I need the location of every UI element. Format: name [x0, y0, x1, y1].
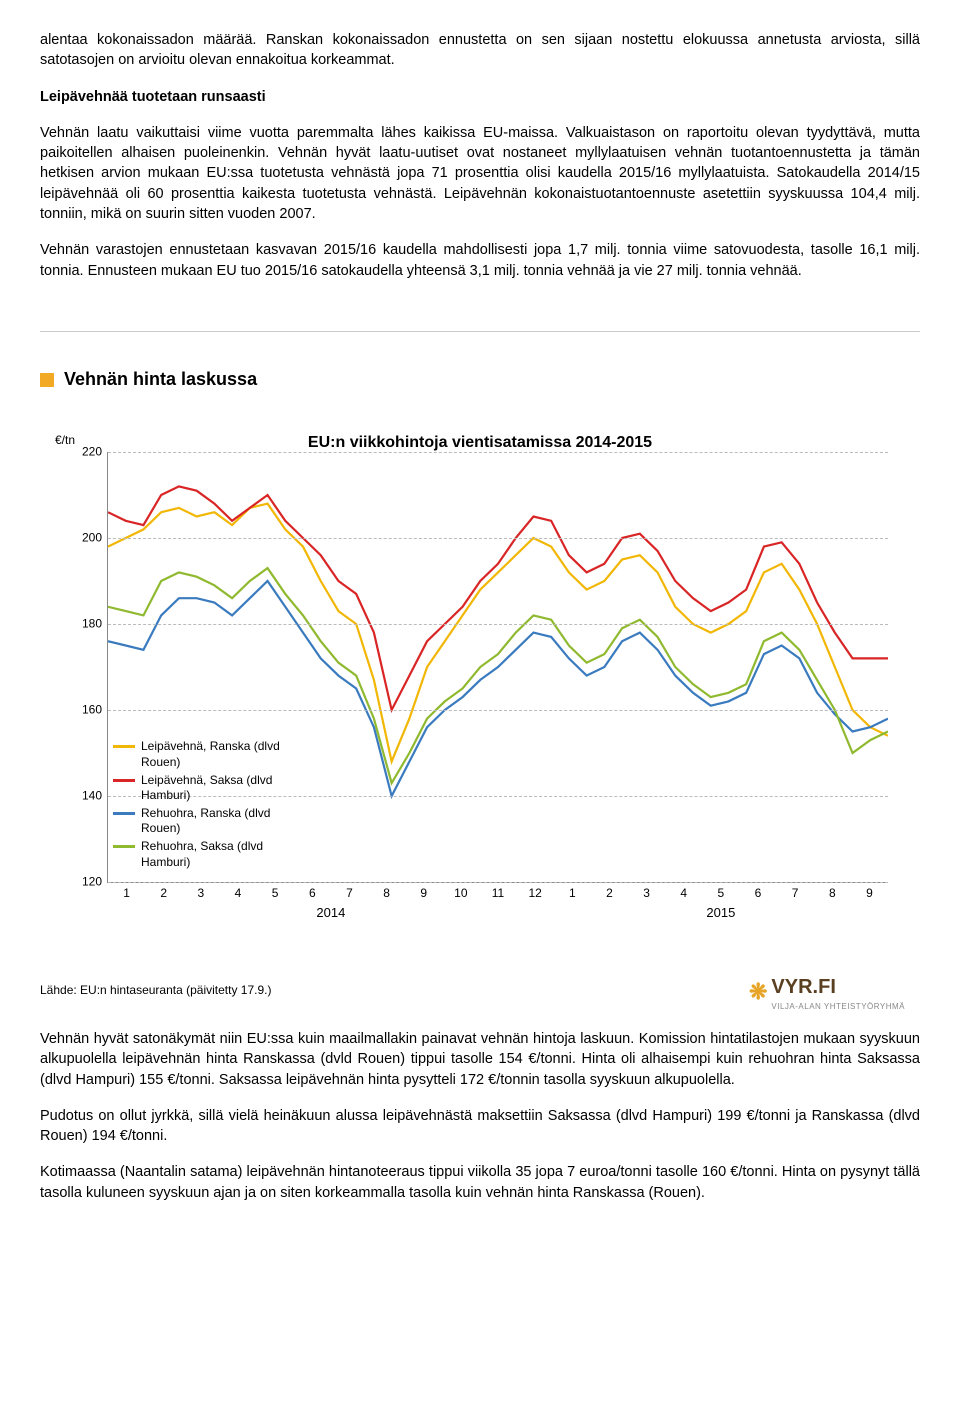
x-tick: 8	[829, 885, 836, 902]
paragraph-5: Vehnän hyvät satonäkymät niin EU:ssa kui…	[40, 1029, 920, 1090]
legend-label: Leipävehnä, Saksa (dlvd Hamburi)	[141, 773, 311, 804]
legend-swatch	[113, 845, 135, 848]
x-tick: 2	[160, 885, 167, 902]
x-tick: 4	[680, 885, 687, 902]
x-tick: 11	[492, 885, 504, 902]
logo-subtitle: VILJA-ALAN YHTEISTYÖRYHMÄ	[771, 1001, 905, 1012]
x-tick: 5	[272, 885, 279, 902]
paragraph-1: alentaa kokonaissadon määrää. Ranskan ko…	[40, 30, 920, 71]
y-tick: 220	[68, 444, 102, 461]
x-tick: 1	[569, 885, 576, 902]
paragraph-6: Pudotus on ollut jyrkkä, sillä vielä hei…	[40, 1106, 920, 1147]
x-tick: 5	[718, 885, 725, 902]
x-tick: 9	[420, 885, 427, 902]
section-heading: Vehnän hinta laskussa	[40, 367, 920, 392]
logo-text: VYR.FI	[771, 973, 905, 1001]
x-tick: 9	[866, 885, 873, 902]
x-tick: 7	[346, 885, 353, 902]
x-tick: 1	[123, 885, 130, 902]
legend-swatch	[113, 779, 135, 782]
subheading-leipavehna: Leipävehnää tuotetaan runsaasti	[40, 87, 920, 107]
x-tick: 3	[198, 885, 205, 902]
legend-label: Rehuohra, Ranska (dlvd Rouen)	[141, 806, 311, 837]
x-tick: 6	[309, 885, 316, 902]
y-tick: 160	[68, 702, 102, 719]
section-heading-text: Vehnän hinta laskussa	[64, 367, 257, 392]
x-tick: 2	[606, 885, 613, 902]
wheat-icon: ❋	[749, 977, 767, 1008]
heading-marker-icon	[40, 373, 54, 387]
legend-item: Rehuohra, Saksa (dlvd Hamburi)	[113, 839, 311, 870]
legend-item: Rehuohra, Ranska (dlvd Rouen)	[113, 806, 311, 837]
x-tick: 6	[755, 885, 762, 902]
divider	[40, 331, 920, 332]
legend-swatch	[113, 812, 135, 815]
chart-legend: Leipävehnä, Ranska (dlvd Rouen)Leipävehn…	[113, 739, 311, 872]
x-tick: 8	[383, 885, 390, 902]
x-tick: 3	[643, 885, 650, 902]
paragraph-7: Kotimaassa (Naantalin satama) leipävehnä…	[40, 1162, 920, 1203]
y-tick: 200	[68, 530, 102, 547]
x-tick: 4	[235, 885, 242, 902]
y-tick: 140	[68, 788, 102, 805]
legend-label: Rehuohra, Saksa (dlvd Hamburi)	[141, 839, 311, 870]
x-year-label: 2014	[316, 904, 345, 922]
vyr-logo: ❋ VYR.FI VILJA-ALAN YHTEISTYÖRYHMÄ	[749, 973, 905, 1012]
x-tick: 7	[792, 885, 799, 902]
x-year-label: 2015	[706, 904, 735, 922]
legend-item: Leipävehnä, Ranska (dlvd Rouen)	[113, 739, 311, 770]
legend-swatch	[113, 745, 135, 748]
price-chart: EU:n viikkohintoja vientisatamissa 2014-…	[55, 432, 905, 952]
legend-item: Leipävehnä, Saksa (dlvd Hamburi)	[113, 773, 311, 804]
series-line	[108, 504, 888, 762]
x-tick: 10	[454, 885, 467, 902]
x-tick: 12	[528, 885, 541, 902]
paragraph-4: Vehnän varastojen ennustetaan kasvavan 2…	[40, 240, 920, 281]
y-tick: 120	[68, 874, 102, 891]
y-tick: 180	[68, 616, 102, 633]
paragraph-3: Vehnän laatu vaikuttaisi viime vuotta pa…	[40, 123, 920, 224]
legend-label: Leipävehnä, Ranska (dlvd Rouen)	[141, 739, 311, 770]
